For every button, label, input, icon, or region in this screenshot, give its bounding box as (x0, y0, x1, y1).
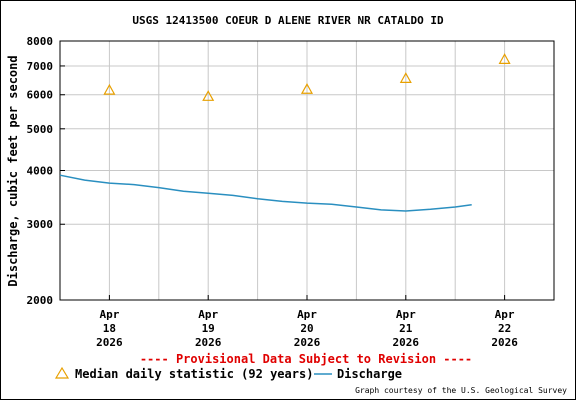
x-tick-label-month: Apr (495, 308, 515, 321)
median-point (399, 72, 412, 83)
grid-lines (60, 40, 554, 301)
y-tick-label: 3000 (27, 218, 54, 231)
median-point (300, 82, 314, 94)
provisional-notice: ---- Provisional Data Subject to Revisio… (140, 352, 472, 366)
x-tick-label-month: Apr (198, 308, 218, 321)
legend-triangle-icon (54, 366, 70, 379)
y-tick-label: 2000 (27, 294, 54, 307)
x-tick-label-day: 21 (399, 322, 413, 335)
x-tick-label-day: 20 (300, 322, 313, 335)
median-point (103, 83, 116, 95)
y-tick-label: 7000 (27, 60, 54, 73)
x-tick-label-day: 22 (498, 322, 511, 335)
chart-title: USGS 12413500 COEUR D ALENE RIVER NR CAT… (132, 14, 444, 27)
x-tick-label-year: 2026 (491, 336, 518, 349)
legend: Median daily statistic (92 years) Discha… (54, 366, 402, 381)
y-axis-ticks: 2000 3000 4000 5000 6000 7000 8000 (27, 35, 65, 307)
x-axis-ticks: Apr182026Apr192026Apr202026Apr212026Apr2… (96, 295, 518, 349)
y-axis-label: Discharge, cubic feet per second (6, 55, 20, 286)
y-tick-label: 4000 (27, 165, 54, 178)
x-tick-label-day: 18 (103, 322, 116, 335)
x-tick-label-year: 2026 (393, 336, 420, 349)
x-tick-label-day: 19 (202, 322, 215, 335)
y-tick-label: 6000 (27, 89, 54, 102)
x-tick-label-year: 2026 (294, 336, 321, 349)
y-tick-label: 8000 (27, 35, 54, 48)
data-series (59, 53, 511, 212)
median-point (202, 90, 215, 101)
x-tick-label-month: Apr (99, 308, 119, 321)
x-tick-label-year: 2026 (96, 336, 123, 349)
median-point (498, 53, 511, 64)
x-tick-label-month: Apr (297, 308, 317, 321)
legend-median-label: Median daily statistic (92 years) (75, 367, 313, 381)
legend-discharge-label: Discharge (337, 367, 402, 381)
discharge-line (59, 174, 472, 212)
y-tick-label: 5000 (27, 123, 54, 136)
x-tick-label-year: 2026 (195, 336, 222, 349)
credit-text: Graph courtesy of the U.S. Geological Su… (355, 386, 567, 395)
x-tick-label-month: Apr (396, 308, 416, 321)
